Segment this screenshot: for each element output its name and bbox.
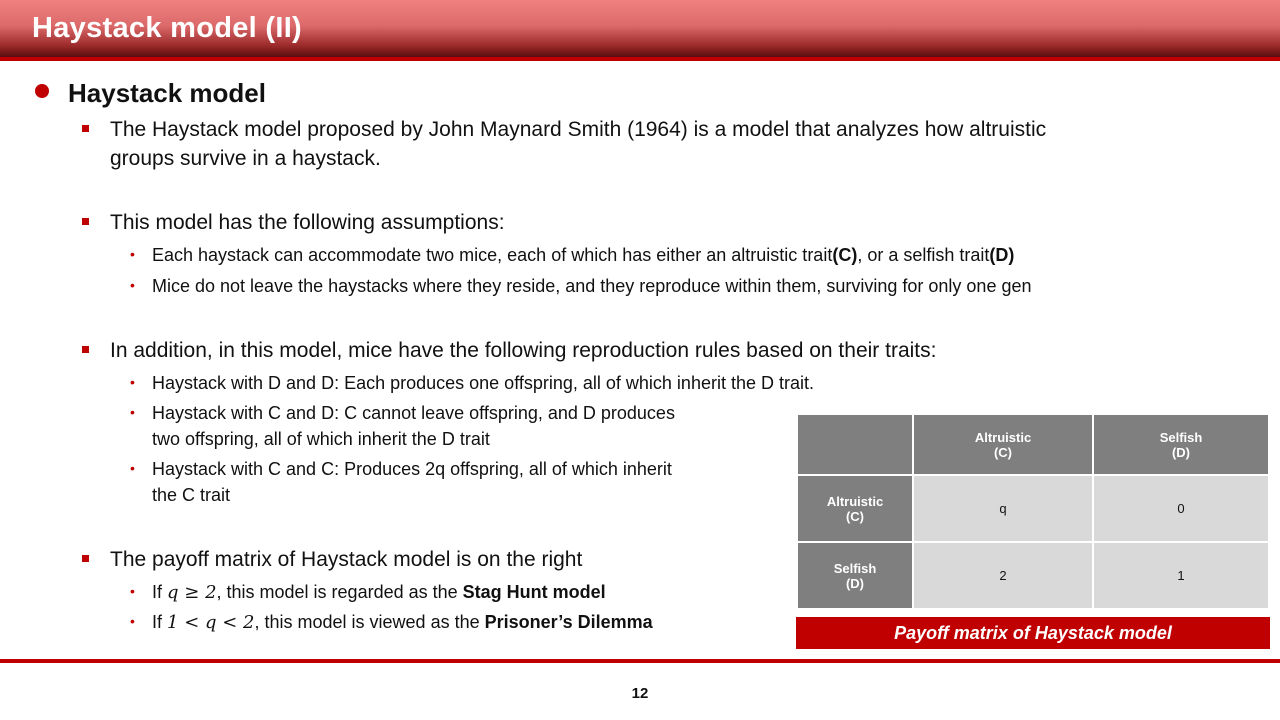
- row-header-sub: (D): [845, 575, 865, 591]
- column-header-label: Selfish: [1159, 429, 1203, 445]
- bullet-3-sub-1: Haystack with D and D: Each produces one…: [152, 373, 814, 393]
- square-bullet-icon: [82, 346, 89, 353]
- payoff-cell-dd: 1: [1092, 541, 1270, 610]
- table-corner-cell: [796, 413, 914, 476]
- round-bullet-icon: •: [130, 583, 135, 599]
- footer-line: [0, 659, 1280, 663]
- slide-title: Haystack model (II): [32, 12, 303, 44]
- payoff-cell-dc: 2: [912, 541, 1094, 610]
- table-header-row: Altruistic (C) Selfish (D): [796, 413, 1270, 476]
- bullet-4-sub-2-bold: Prisoner’s Dilemma: [484, 612, 653, 632]
- column-header-altruistic: Altruistic (C): [912, 413, 1094, 476]
- bullet-2-sub-1-text: Each haystack can accommodate two mice, …: [152, 245, 833, 265]
- column-header-sub: (D): [1171, 444, 1191, 460]
- row-header-sub: (C): [845, 508, 865, 524]
- column-header-sub: (C): [993, 444, 1013, 460]
- table-row: Selfish (D) 2 1: [796, 541, 1270, 610]
- bullet-2-sub-2: Mice do not leave the haystacks where th…: [152, 276, 1032, 296]
- matrix-caption: Payoff matrix of Haystack model: [796, 617, 1270, 649]
- bullet-4-sub-1-bold: Stag Hunt model: [462, 582, 606, 602]
- payoff-cell-cd: 0: [1092, 474, 1270, 543]
- row-header-selfish: Selfish (D): [796, 541, 914, 610]
- bullet-2-sub-1: Each haystack can accommodate two mice, …: [152, 242, 1014, 268]
- bullet-4-sub-2-if: If: [152, 612, 168, 632]
- column-header-selfish: Selfish (D): [1092, 413, 1270, 476]
- payoff-matrix-table: Altruistic (C) Selfish (D) Altruistic (C…: [796, 413, 1270, 610]
- round-bullet-icon: •: [130, 277, 135, 293]
- column-header-label: Altruistic: [974, 429, 1032, 445]
- bullet-4: The payoff matrix of Haystack model is o…: [110, 548, 583, 571]
- bullet-4-sub-2-formula: 1 < q < 2: [167, 612, 255, 633]
- round-bullet-icon: •: [130, 246, 135, 262]
- round-bullet-icon: •: [130, 613, 135, 629]
- row-header-altruistic: Altruistic (C): [796, 474, 914, 543]
- bullet-2: This model has the following assumptions…: [110, 211, 505, 234]
- bullet-2-sub-1-d: (D): [989, 245, 1015, 265]
- bullet-3-sub-3-line-1: Haystack with C and C: Produces 2q offsp…: [152, 459, 672, 479]
- bullet-3-sub-2-line-1: Haystack with C and D: C cannot leave of…: [152, 403, 675, 423]
- payoff-cell-cc: q: [912, 474, 1094, 543]
- bullet-1-line-1: The Haystack model proposed by John Mayn…: [110, 118, 1047, 141]
- bullet-1-line-2: groups survive in a haystack.: [110, 147, 381, 170]
- round-bullet-icon: •: [130, 374, 135, 390]
- title-bar: [0, 0, 1280, 57]
- bullet-3: In addition, in this model, mice have th…: [110, 339, 937, 362]
- row-header-label: Selfish: [833, 560, 877, 576]
- bullet-3-sub-3-line-2: the C trait: [152, 485, 231, 505]
- bullet-2-sub-1-mid: , or a selfish trait: [857, 245, 990, 265]
- section-heading: Haystack model: [68, 78, 266, 108]
- bullet-dot-icon: [35, 84, 49, 98]
- page-number: 12: [631, 685, 649, 702]
- square-bullet-icon: [82, 555, 89, 562]
- bullet-4-sub-1: If q ≥ 2, this model is regarded as the …: [152, 579, 606, 606]
- row-header-label: Altruistic: [826, 493, 884, 509]
- round-bullet-icon: •: [130, 404, 135, 420]
- title-underline: [0, 57, 1280, 61]
- table-row: Altruistic (C) q 0: [796, 474, 1270, 543]
- bullet-2-sub-1-c: (C): [832, 245, 858, 265]
- round-bullet-icon: •: [130, 460, 135, 476]
- bullet-4-sub-2-text: , this model is viewed as the: [254, 612, 485, 632]
- bullet-4-sub-1-text: , this model is regarded as the: [216, 582, 463, 602]
- bullet-4-sub-1-if: If: [152, 582, 168, 602]
- bullet-4-sub-1-formula: q ≥ 2: [167, 582, 217, 603]
- square-bullet-icon: [82, 125, 89, 132]
- bullet-3-sub-2-line-2: two offspring, all of which inherit the …: [152, 429, 490, 449]
- bullet-4-sub-2: If 1 < q < 2, this model is viewed as th…: [152, 609, 653, 636]
- square-bullet-icon: [82, 218, 89, 225]
